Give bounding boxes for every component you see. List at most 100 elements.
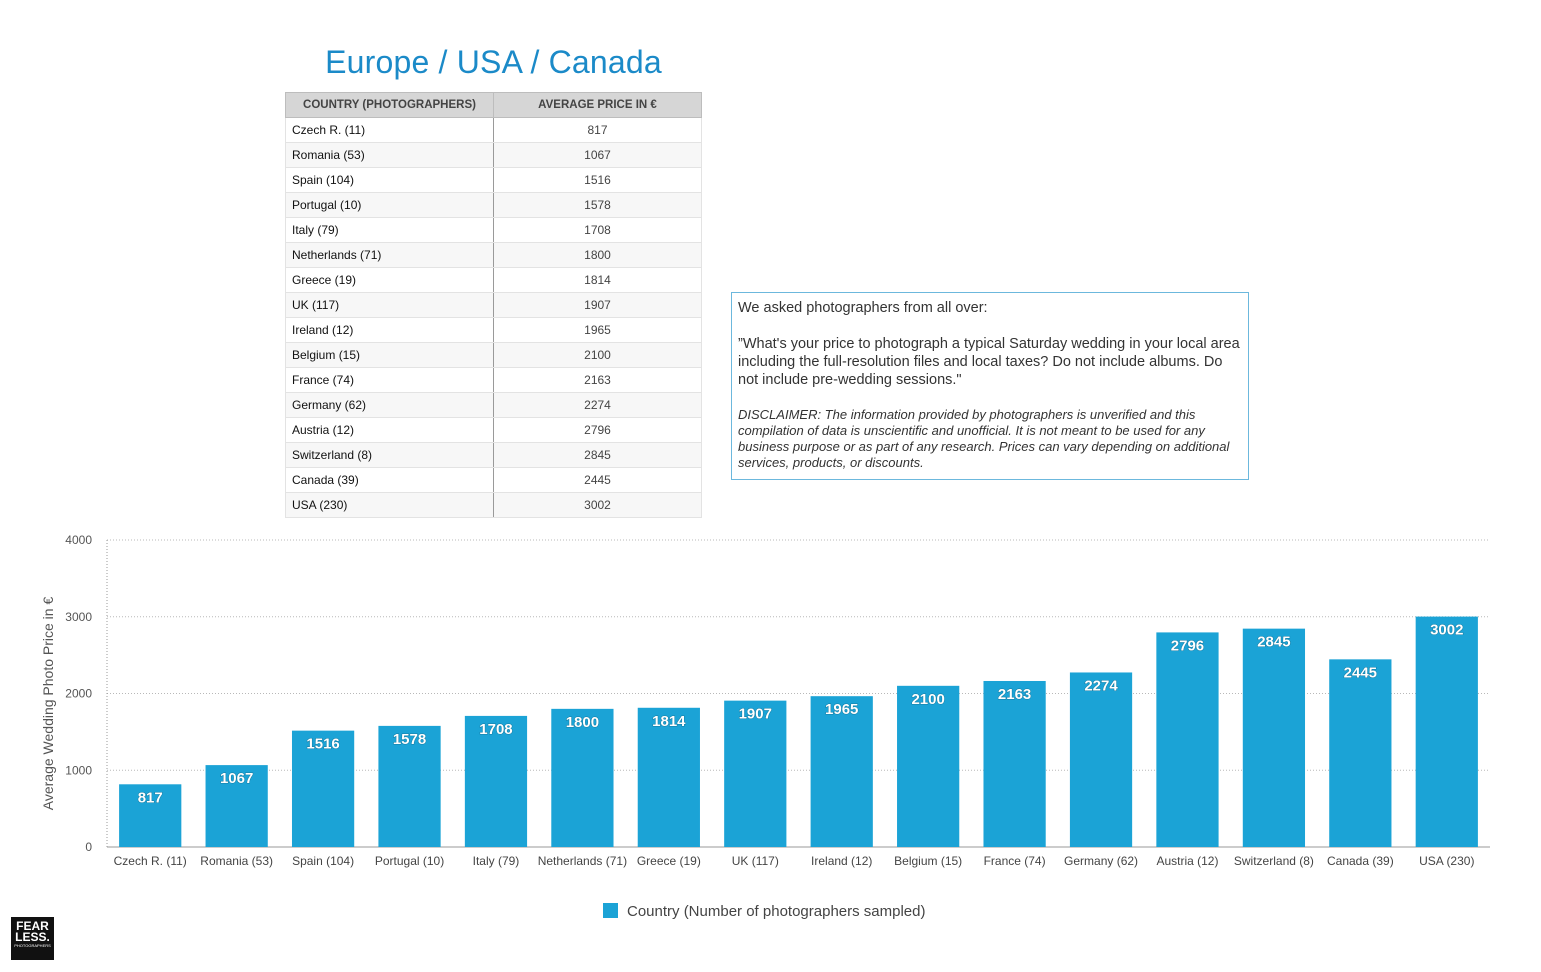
bar-value-label: 3002 [1430,622,1463,639]
bar [464,715,528,847]
x-tick-label: Ireland (12) [811,854,872,868]
bar [983,680,1046,847]
bar-value-label: 1800 [566,714,599,731]
bar [1242,628,1306,847]
table-row: Austria (12) 2796 [285,417,702,443]
logo-text-1: FEAR [16,919,49,933]
country-cell: Canada (39) [285,467,494,493]
page-title: Europe / USA / Canada [325,44,662,80]
price-cell: 1907 [493,292,702,318]
price-cell: 1814 [493,267,702,293]
table-row: Spain (104) 1516 [285,167,702,193]
bar [551,708,614,847]
y-tick-label: 2000 [65,687,92,701]
country-cell: Switzerland (8) [285,442,494,468]
column-header-country: COUNTRY (PHOTOGRAPHERS) [285,92,494,118]
legend-swatch [603,903,618,918]
price-cell: 2445 [493,467,702,493]
price-cell: 1965 [493,317,702,343]
table-row: Portugal (10) 1578 [285,192,702,218]
price-cell: 2845 [493,442,702,468]
country-cell: Ireland (12) [285,317,494,343]
bar-value-label: 1067 [220,770,253,787]
y-tick-label: 3000 [65,610,92,624]
bar-value-label: 2100 [911,691,944,708]
bar-value-label: 1708 [479,721,512,738]
table-row: Belgium (15) 2100 [285,342,702,368]
brand-logo: FEAR LESS. PHOTOGRAPHERS [11,917,54,960]
country-cell: Belgium (15) [285,342,494,368]
bar-value-label: 2845 [1257,634,1290,651]
bar [119,784,182,847]
x-tick-label: Austria (12) [1156,854,1218,868]
price-cell: 2796 [493,417,702,443]
bar [291,730,355,847]
table-row: Netherlands (71) 1800 [285,242,702,268]
bar-value-label: 2796 [1171,637,1204,654]
table-row: Greece (19) 1814 [285,267,702,293]
bar [637,707,700,847]
table-body: Czech R. (11) 817 Romania (53) 1067 Spain (1… [285,117,702,518]
country-cell: France (74) [285,367,494,393]
column-header-price: AVERAGE PRICE IN € [493,92,702,118]
bar-value-label: 1907 [739,706,772,723]
x-tick-label: Czech R. (11) [114,854,187,868]
bar-chart: 0 1000 2000 3000 4000 Average Wedding Photo P… [40,533,1490,920]
country-cell: Spain (104) [285,167,494,193]
country-cell: Austria (12) [285,417,494,443]
x-tick-label: Spain (104) [292,854,354,868]
bar-value-label: 2274 [1084,677,1118,694]
bar [205,765,268,847]
table-row: Canada (39) 2445 [285,467,702,493]
x-tick-label: France (74) [984,854,1046,868]
price-cell: 817 [493,117,702,143]
bar [897,685,960,847]
x-tick-label: Canada (39) [1327,854,1394,868]
legend-label: Country (Number of photographers sampled… [627,903,925,920]
country-cell: Italy (79) [285,217,494,243]
bar-value-label: 1516 [306,736,339,753]
bar-value-label: 1814 [652,713,686,730]
bar [1156,632,1219,847]
bar-value-label: 1965 [825,701,858,718]
table-header-row: COUNTRY (PHOTOGRAPHERS) AVERAGE PRICE IN… [285,92,702,118]
table-row: Italy (79) 1708 [285,217,702,243]
x-tick-label: Italy (79) [473,854,520,868]
price-cell: 2100 [493,342,702,368]
x-tick-label: UK (117) [732,854,779,868]
x-tick-label: Switzerland (8) [1234,854,1314,868]
bar [810,696,873,847]
note-question: ”What's your price to photograph a typic… [738,336,1240,388]
bar [1329,659,1392,847]
x-tick-label: Netherlands (71) [538,854,627,868]
country-cell: Netherlands (71) [285,242,494,268]
bar-value-label: 2445 [1344,664,1377,681]
bar [1415,616,1478,847]
y-tick-label: 4000 [65,533,92,547]
x-tick-label: Portugal (10) [375,854,444,868]
x-tick-label: Germany (62) [1064,854,1138,868]
price-cell: 1800 [493,242,702,268]
table-row: Romania (53) 1067 [285,142,702,168]
country-cell: USA (230) [285,492,494,518]
price-cell: 2163 [493,367,702,393]
x-tick-label: Greece (19) [637,854,701,868]
x-tick-label: Romania (53) [200,854,273,868]
bar [1069,672,1133,847]
price-cell: 2274 [493,392,702,418]
table-row: France (74) 2163 [285,367,702,393]
country-cell: Portugal (10) [285,192,494,218]
table-row: UK (117) 1907 [285,292,702,318]
bar [378,725,441,847]
table-row: USA (230) 3002 [285,492,702,518]
price-table: COUNTRY (PHOTOGRAPHERS) AVERAGE PRICE IN… [285,92,702,518]
country-cell: Germany (62) [285,392,494,418]
country-cell: UK (117) [285,292,494,318]
survey-note: We asked photographers from all over: ”W… [731,292,1249,480]
table-row: Switzerland (8) 2845 [285,442,702,468]
logo-text-3: PHOTOGRAPHERS [14,943,51,948]
note-disclaimer: DISCLAIMER: The information provided by … [738,407,1230,470]
x-tick-label: Belgium (15) [894,854,962,868]
country-cell: Czech R. (11) [285,117,494,143]
price-cell: 1578 [493,192,702,218]
